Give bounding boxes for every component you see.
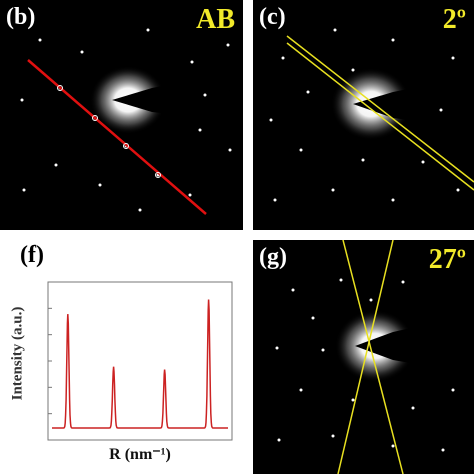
diffraction-spots <box>269 28 460 202</box>
plot-frame <box>47 281 233 441</box>
panel-label-c: (c) <box>259 4 286 30</box>
beam-stopper <box>355 314 474 374</box>
intensity-plot-panel-f: (f) Intensity (a.u.) R (nm⁻¹) <box>0 240 243 474</box>
red-line-profile <box>27 59 207 215</box>
panel-tag-c: 2º <box>442 4 466 35</box>
diffraction-panel-g: (g) 27º <box>253 240 474 474</box>
diffraction-spots <box>275 278 455 452</box>
x-axis-label: R (nm⁻¹) <box>109 446 171 463</box>
line-spot-markers <box>57 85 161 178</box>
diffraction-panel-c: (c) 2º <box>253 0 474 230</box>
panel-label-b: (b) <box>6 4 36 30</box>
diffraction-panel-b: (b) AB <box>0 0 243 230</box>
yellow-line-1 <box>342 240 404 474</box>
intensity-series-line <box>52 299 228 429</box>
panel-label-f: (f) <box>20 242 44 268</box>
diffraction-pattern-g <box>275 240 474 474</box>
beam-stopper <box>112 70 243 122</box>
diffraction-pattern-c <box>269 28 474 202</box>
yellow-line-1 <box>286 35 474 183</box>
intensity-plot <box>47 281 233 441</box>
yellow-line-2 <box>286 42 474 191</box>
panel-tag-b: AB <box>196 4 235 35</box>
panel-tag-g: 27º <box>428 244 466 275</box>
yellow-line-2 <box>337 240 394 474</box>
diffraction-pattern-b <box>20 28 243 215</box>
panel-label-g: (g) <box>259 244 287 270</box>
beam-stopper <box>353 76 474 128</box>
